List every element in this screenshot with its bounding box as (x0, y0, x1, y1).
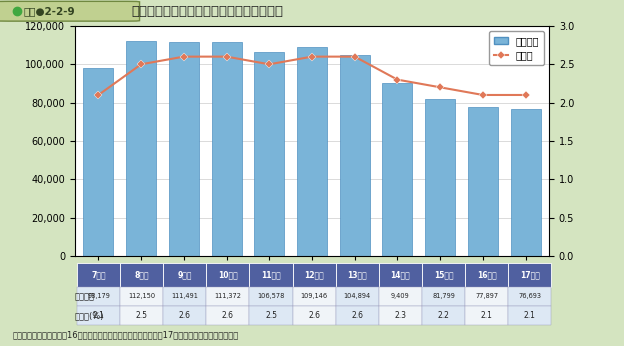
Bar (510, 109, 540, 256)
Bar (207, 287, 250, 306)
Text: 2.1: 2.1 (92, 311, 105, 320)
Bar (84, 68, 114, 256)
Bar (293, 287, 336, 306)
Bar (77, 263, 120, 287)
Bar (379, 287, 422, 306)
Text: （注）　調査対象は平成16年度までは公・私立高等学校，　平成17年度は国・公・私立高等学校: （注） 調査対象は平成16年度までは公・私立高等学校， 平成17年度は国・公・私… (12, 331, 238, 340)
Text: 9年度: 9年度 (178, 270, 192, 280)
Bar (163, 287, 207, 306)
Text: 17年度: 17年度 (520, 270, 540, 280)
Text: 2.6: 2.6 (308, 311, 320, 320)
Text: 14年度: 14年度 (391, 270, 410, 280)
Bar (120, 306, 163, 325)
Bar (508, 306, 551, 325)
Bar (465, 263, 508, 287)
Text: 2.6: 2.6 (222, 311, 234, 320)
Bar (163, 306, 207, 325)
Text: 10年度: 10年度 (218, 270, 238, 280)
Bar (250, 263, 293, 287)
Bar (126, 41, 156, 256)
Text: 2.6: 2.6 (351, 311, 363, 320)
Text: 109,146: 109,146 (301, 293, 328, 299)
Bar (207, 263, 250, 287)
Bar (293, 263, 336, 287)
Text: 7年度: 7年度 (91, 270, 106, 280)
Bar (163, 263, 207, 287)
Bar (422, 287, 465, 306)
Text: 76,693: 76,693 (518, 293, 541, 299)
Bar (422, 306, 465, 325)
Text: 中退者数: 中退者数 (75, 292, 95, 301)
Bar (468, 107, 498, 256)
Bar (297, 47, 327, 256)
Bar (207, 306, 250, 325)
FancyBboxPatch shape (0, 1, 140, 21)
Text: 公・私立学校における中途退学者数の推移: 公・私立学校における中途退学者数の推移 (132, 5, 283, 18)
Bar (508, 287, 551, 306)
Text: 11年度: 11年度 (261, 270, 281, 280)
Bar (383, 83, 412, 256)
Text: 106,578: 106,578 (257, 293, 285, 299)
Bar (120, 263, 163, 287)
Bar (336, 263, 379, 287)
Bar (508, 263, 551, 287)
Text: 15年度: 15年度 (434, 270, 453, 280)
Text: 中退率(%): 中退率(%) (75, 311, 104, 320)
Text: 13年度: 13年度 (348, 270, 367, 280)
Bar (293, 306, 336, 325)
Text: 16年度: 16年度 (477, 270, 497, 280)
Text: 104,894: 104,894 (344, 293, 371, 299)
Text: 8年度: 8年度 (134, 270, 149, 280)
Text: 2.1: 2.1 (480, 311, 492, 320)
Bar (336, 306, 379, 325)
Bar (465, 287, 508, 306)
Text: 2.3: 2.3 (394, 311, 406, 320)
Text: 111,372: 111,372 (215, 293, 241, 299)
Text: 111,491: 111,491 (172, 293, 198, 299)
Bar (169, 42, 199, 256)
Text: 12年度: 12年度 (305, 270, 324, 280)
Legend: 中退者数, 中退率: 中退者数, 中退率 (489, 31, 544, 65)
Text: 2.5: 2.5 (265, 311, 277, 320)
Text: 9,409: 9,409 (391, 293, 410, 299)
Bar (379, 306, 422, 325)
Text: 2.1: 2.1 (524, 311, 535, 320)
Text: 98,179: 98,179 (87, 293, 110, 299)
Bar (255, 52, 284, 256)
Bar (465, 306, 508, 325)
Text: 81,799: 81,799 (432, 293, 455, 299)
Text: 図表●2-2-9: 図表●2-2-9 (23, 6, 75, 16)
Text: 2.2: 2.2 (437, 311, 449, 320)
Bar (422, 263, 465, 287)
Bar (336, 287, 379, 306)
Text: 2.6: 2.6 (179, 311, 191, 320)
Bar (120, 287, 163, 306)
Bar (250, 306, 293, 325)
Bar (340, 55, 369, 256)
Bar (425, 99, 455, 256)
Bar (379, 263, 422, 287)
Text: 77,897: 77,897 (475, 293, 498, 299)
Bar (250, 287, 293, 306)
Bar (212, 43, 241, 256)
Bar (77, 306, 120, 325)
Text: 112,150: 112,150 (128, 293, 155, 299)
Text: 2.5: 2.5 (135, 311, 148, 320)
Bar (77, 287, 120, 306)
